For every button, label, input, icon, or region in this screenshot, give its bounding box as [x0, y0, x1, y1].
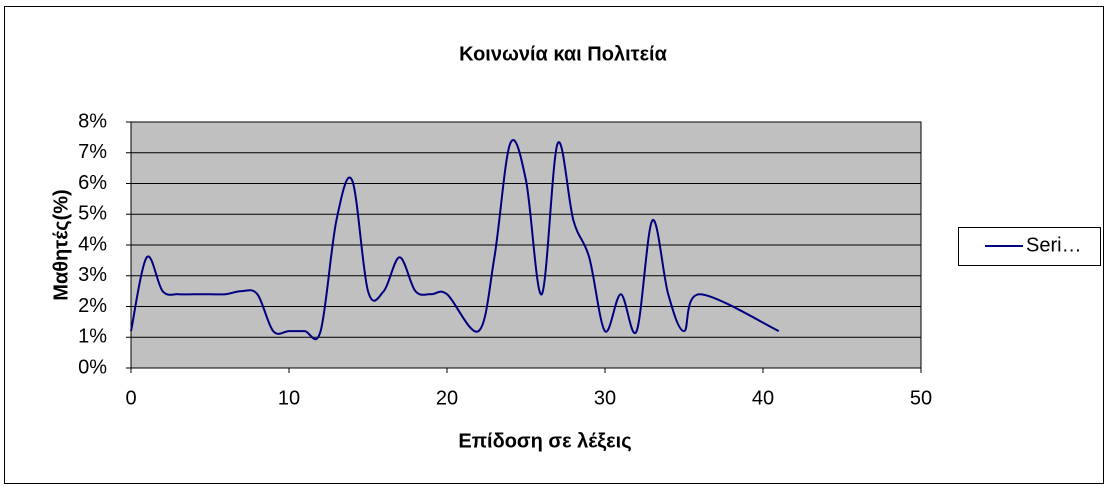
- y-tick-label: 6%: [78, 172, 107, 194]
- y-tick-label: 0%: [78, 356, 107, 378]
- y-tick-label: 4%: [78, 233, 107, 255]
- x-tick-label: 30: [594, 387, 616, 409]
- y-tick-label: 1%: [78, 326, 107, 348]
- x-tick-label: 10: [278, 387, 300, 409]
- y-tick-label: 2%: [78, 295, 107, 317]
- chart-title: Κοινωνία και Πολιτεία: [459, 43, 668, 65]
- y-axis-title: Μαθητές(%): [50, 189, 72, 300]
- x-tick-label: 50: [910, 387, 932, 409]
- legend-box: [958, 227, 1101, 266]
- x-axis-title: Επίδοση σε λέξεις: [458, 430, 631, 452]
- y-tick-label: 3%: [78, 264, 107, 286]
- legend-label: Seri…: [1026, 234, 1082, 256]
- x-tick-label: 0: [125, 387, 136, 409]
- y-tick-label: 7%: [78, 141, 107, 163]
- x-tick-label: 20: [436, 387, 458, 409]
- y-tick-label: 5%: [78, 203, 107, 225]
- data-line: [130, 139, 780, 341]
- y-tick-label: 8%: [78, 110, 107, 132]
- x-tick-label: 40: [752, 387, 774, 409]
